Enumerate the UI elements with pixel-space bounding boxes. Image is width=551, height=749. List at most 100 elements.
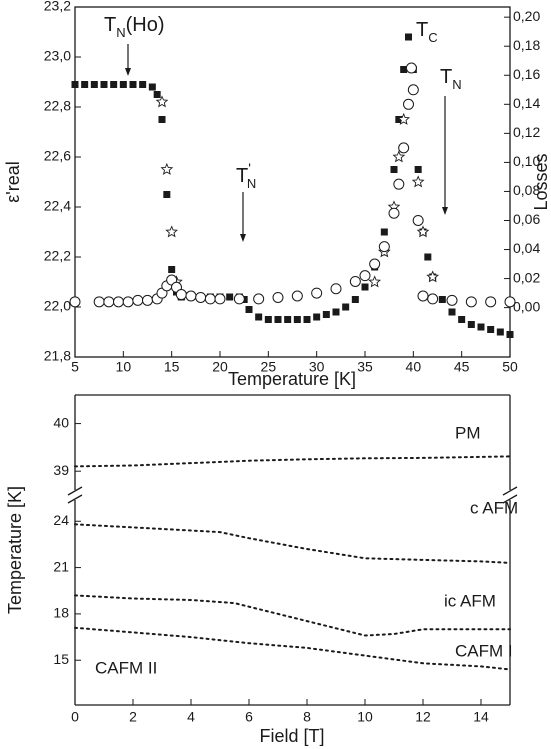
circle-marker — [142, 294, 153, 306]
square-marker — [458, 316, 466, 323]
star-marker — [160, 162, 174, 175]
y-tick-label: 15 — [53, 651, 69, 667]
circle-marker — [204, 293, 216, 305]
y-tick-label: 23,0 — [44, 48, 71, 64]
annotation: T' N — [236, 160, 256, 192]
y-tick-label: 40 — [53, 414, 69, 430]
phase-boundary — [74, 523, 511, 564]
x-tick-label: 30 — [309, 359, 325, 375]
square-marker — [448, 308, 456, 316]
y-tick-label: 21 — [53, 558, 69, 574]
annotation-sub: N — [247, 176, 256, 191]
annotation-symbol: T — [416, 19, 428, 41]
square-marker — [119, 81, 127, 88]
x-tick-label: 5 — [71, 359, 79, 375]
square-marker — [245, 306, 253, 313]
circle-marker — [253, 293, 265, 305]
annotation: TN — [440, 66, 462, 92]
square-marker — [255, 313, 263, 321]
circle-marker — [446, 294, 458, 306]
square-marker — [303, 316, 311, 323]
x-tick-label: 12 — [415, 709, 431, 725]
y2-axis-label: Losses — [531, 153, 551, 210]
x-axis-label: Field [T] — [259, 726, 324, 746]
square-marker — [351, 296, 359, 303]
circle-marker — [132, 294, 144, 306]
x-tick-label: 35 — [357, 359, 373, 375]
square-marker — [158, 116, 166, 123]
circle-marker — [122, 296, 134, 308]
circle-marker — [93, 296, 105, 308]
circle-marker — [417, 290, 429, 302]
star-marker — [392, 150, 406, 163]
square-marker — [438, 296, 446, 303]
y-tick-label: 22,8 — [44, 98, 71, 114]
y2-tick-label: 0,02 — [513, 269, 540, 285]
x-tick-label: 10 — [357, 709, 373, 725]
y2-tick-label: 0,12 — [513, 124, 540, 140]
y2-tick-label: 0,10 — [513, 153, 540, 169]
circle-marker — [403, 98, 414, 110]
circle-marker — [349, 275, 361, 287]
y2-tick-label: 0,18 — [513, 37, 540, 53]
circle-marker — [427, 293, 439, 305]
circle-marker — [388, 207, 400, 219]
y-tick-label: 22,0 — [44, 298, 71, 314]
annotation-sub: C — [428, 30, 437, 45]
x-tick-label: 40 — [406, 359, 422, 375]
y-tick-label: 21,8 — [44, 348, 71, 364]
circle-marker — [195, 291, 207, 303]
y2-tick-label: 0,04 — [513, 240, 540, 256]
phase-label: CAFM II — [95, 658, 157, 677]
y-tick-label: 22,2 — [44, 248, 71, 264]
square-marker — [380, 228, 388, 236]
y2-tick-label: 0,00 — [513, 298, 540, 314]
x-tick-label: 0 — [71, 709, 79, 725]
x-tick-label: 4 — [187, 709, 195, 725]
annotation-arrowhead — [240, 234, 246, 242]
annotation-rest: (Ho) — [126, 14, 165, 36]
y-tick-label: 23,2 — [44, 0, 71, 14]
x-tick-label: 8 — [303, 709, 311, 725]
square-marker — [390, 166, 398, 173]
square-marker — [129, 81, 137, 88]
x-tick-label: 10 — [116, 359, 132, 375]
y2-tick-label: 0,16 — [513, 66, 540, 82]
square-marker — [506, 331, 514, 338]
circle-marker — [485, 296, 497, 308]
circle-marker — [330, 283, 342, 295]
x-tick-label: 45 — [454, 359, 470, 375]
x-tick-label: 14 — [473, 709, 489, 725]
x-tick-label: 2 — [129, 709, 137, 725]
square-marker — [477, 323, 485, 331]
y-tick-label: 22,6 — [44, 148, 71, 164]
square-marker — [284, 316, 292, 323]
x-tick-label: 6 — [245, 709, 253, 725]
phase-label: c AFM — [470, 498, 518, 517]
annotation-sup: ' — [248, 160, 251, 176]
x-axis-label: Temperature [K] — [228, 369, 356, 389]
y2-tick-label: 0,08 — [513, 182, 540, 198]
circle-marker — [359, 270, 371, 282]
star-marker — [165, 225, 179, 238]
square-marker — [424, 253, 432, 261]
star-marker — [411, 175, 425, 188]
square-marker — [496, 328, 504, 336]
circle-marker — [465, 296, 477, 308]
circle-marker — [175, 289, 187, 301]
square-marker — [139, 81, 147, 88]
square-marker — [226, 293, 234, 301]
circle-marker — [369, 258, 381, 270]
phase-boundary — [74, 594, 511, 637]
circle-marker — [407, 84, 419, 96]
square-marker — [148, 83, 156, 91]
annotation-arrowhead — [442, 207, 448, 215]
annotation: TC — [416, 19, 438, 45]
square-marker — [322, 311, 330, 318]
x-tick-label: 20 — [212, 359, 228, 375]
y2-tick-label: 0,14 — [513, 95, 540, 111]
x-tick-label: 15 — [164, 359, 180, 375]
annotation: TN(Ho) — [104, 14, 165, 40]
annotation-sub: N — [452, 77, 461, 92]
phase-label: PM — [455, 423, 481, 442]
